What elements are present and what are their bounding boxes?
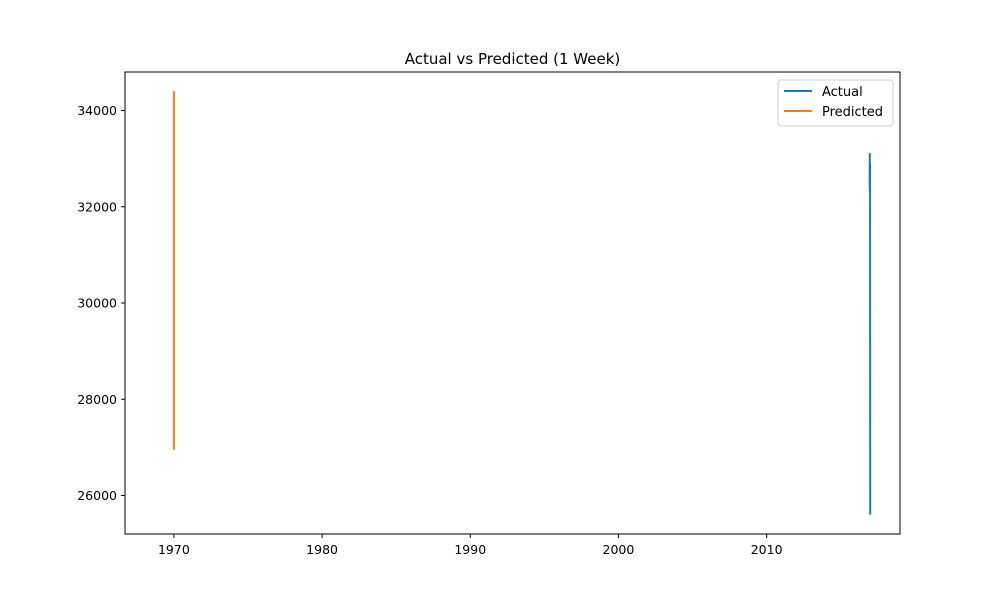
- x-tick-label: 1990: [454, 542, 486, 557]
- legend-label-predicted: Predicted: [822, 105, 883, 120]
- y-tick-label: 34000: [77, 103, 117, 118]
- x-tick-label: 2010: [751, 542, 783, 557]
- x-tick-label: 1970: [158, 542, 190, 557]
- plot-area-frame: [124, 71, 901, 535]
- chart-title: Actual vs Predicted (1 Week): [405, 50, 621, 68]
- axis-ticks: 1970 1980 1990 2000 2010 26000 28000 30000 32000…: [77, 103, 782, 557]
- series-line-actual: [868, 152, 872, 515]
- legend: Actual Predicted: [777, 79, 894, 127]
- legend-label-actual: Actual: [822, 85, 863, 100]
- y-tick-label: 30000: [77, 296, 117, 311]
- y-tick-label: 28000: [77, 392, 117, 407]
- series-lines: [172, 91, 872, 515]
- x-tick-label: 1980: [306, 542, 338, 557]
- y-tick-label: 32000: [77, 199, 117, 214]
- y-tick-label: 26000: [77, 488, 117, 503]
- x-tick-label: 2000: [603, 542, 635, 557]
